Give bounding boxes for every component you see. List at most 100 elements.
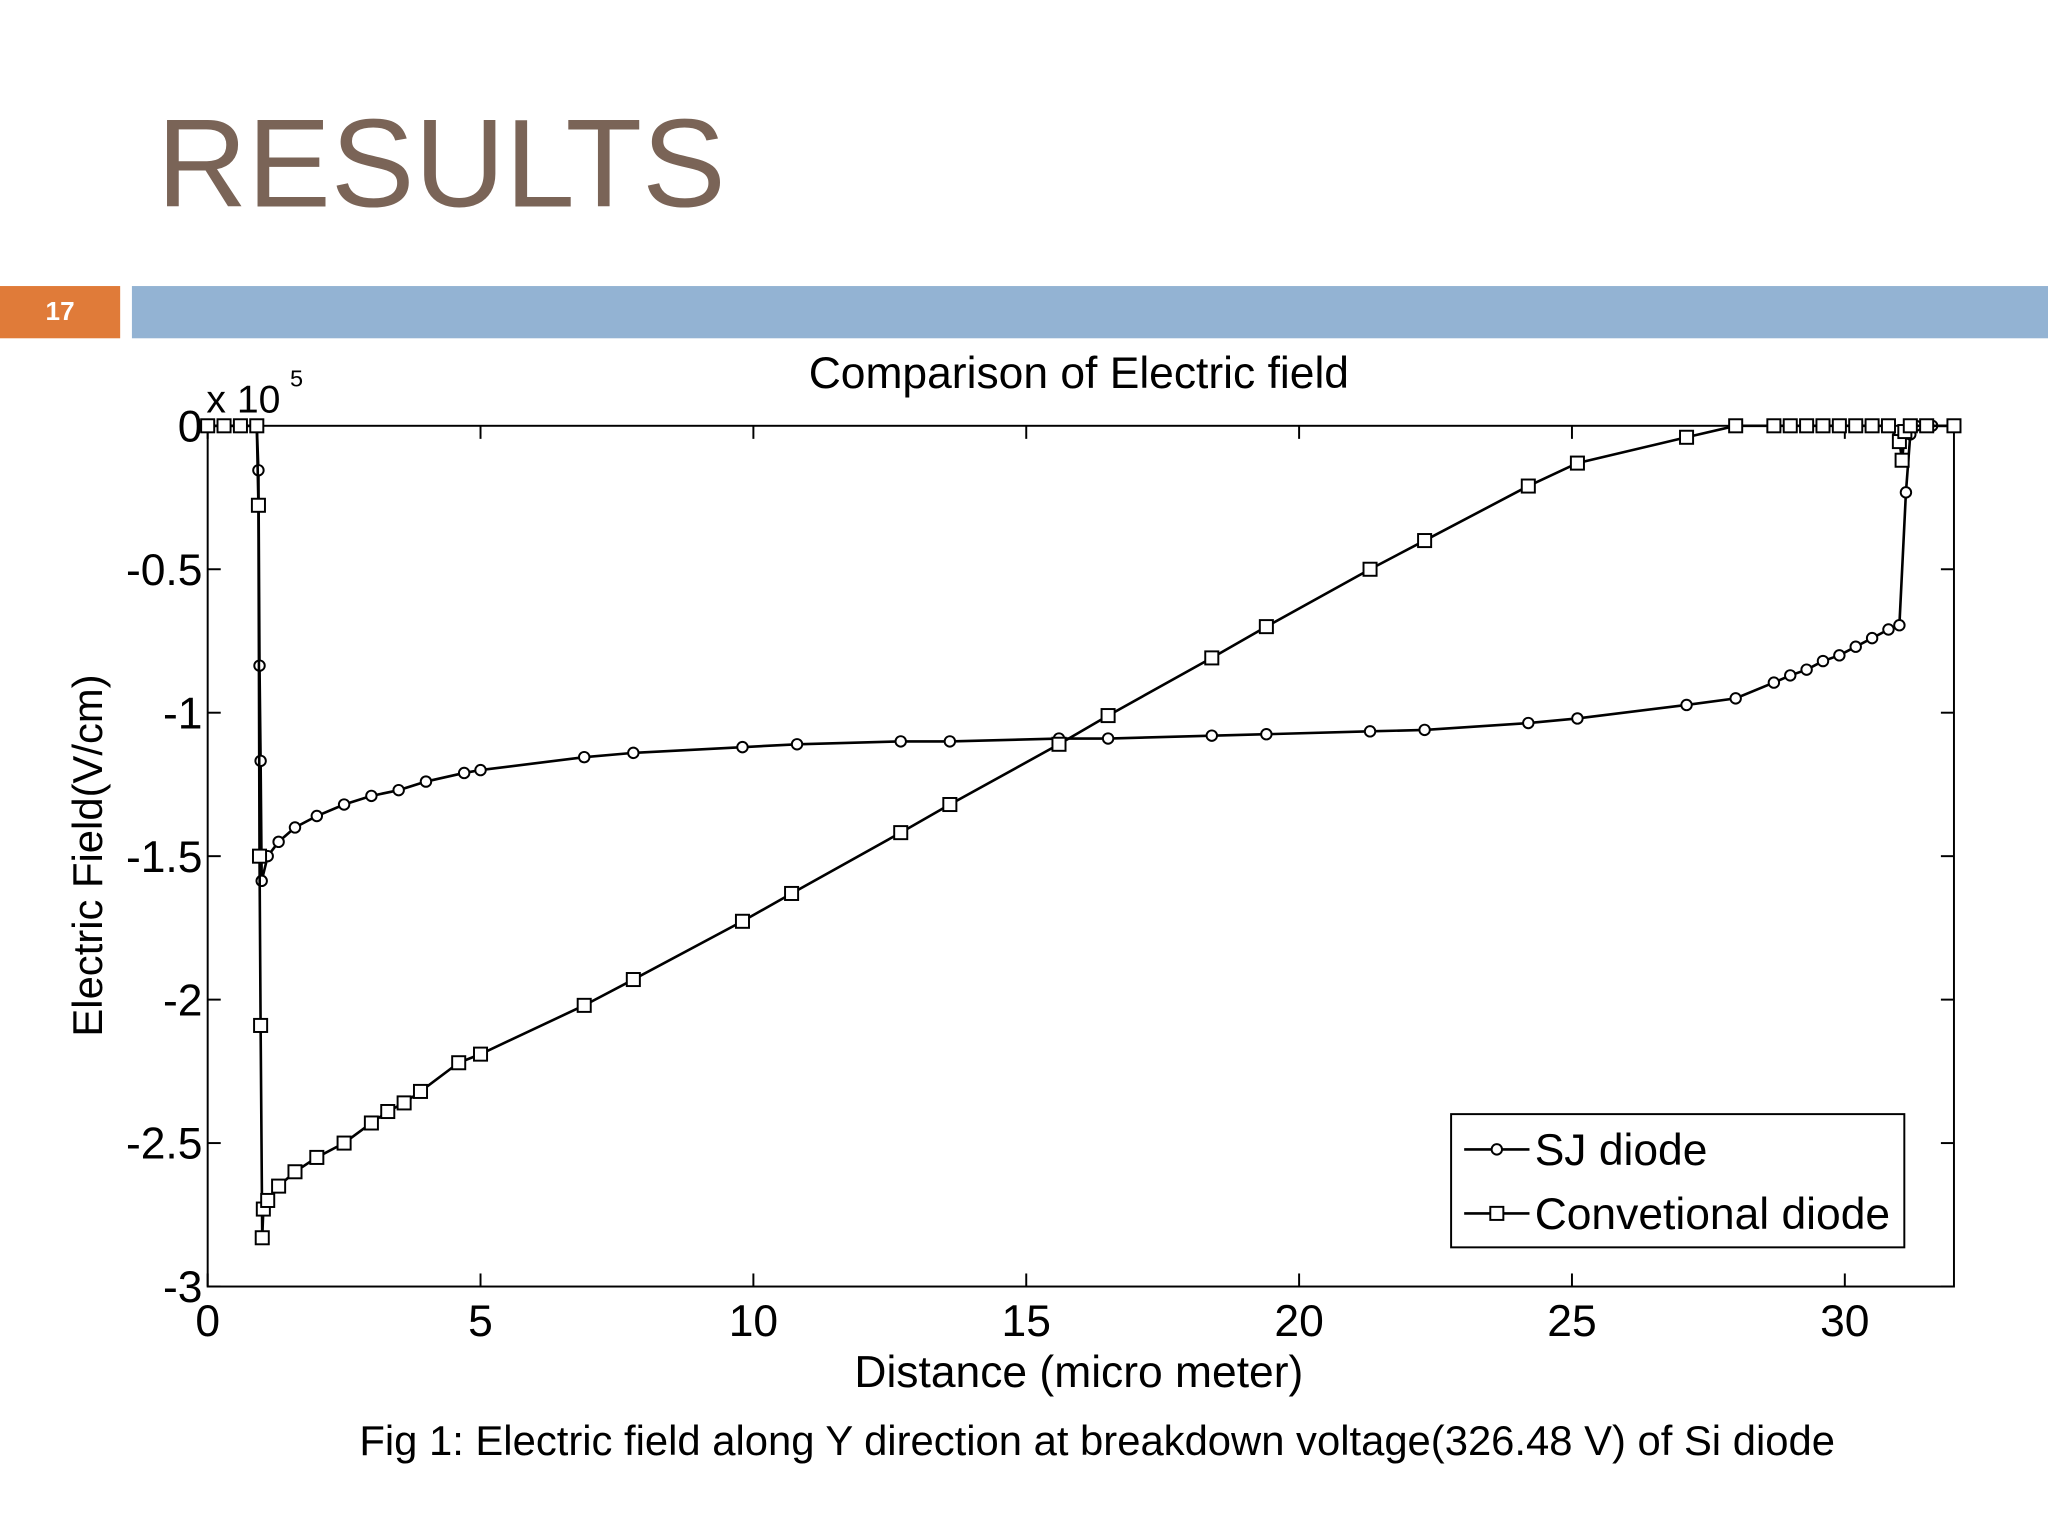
- circle-marker: [1363, 725, 1377, 738]
- circle-marker: [627, 746, 640, 760]
- square-marker: [576, 997, 592, 1013]
- square-marker: [625, 972, 641, 988]
- circle-marker: [1571, 712, 1584, 725]
- circle-marker: [894, 735, 907, 748]
- circle-marker: [272, 835, 285, 849]
- circle-marker: [1800, 663, 1813, 676]
- circle-marker: [255, 874, 268, 888]
- square-marker: [254, 1230, 270, 1246]
- circle-marker: [419, 775, 433, 788]
- circle-marker: [1729, 692, 1742, 705]
- square-marker: [1919, 418, 1935, 434]
- square-marker: [1417, 533, 1433, 549]
- square-marker: [309, 1149, 325, 1165]
- circle-marker: [1205, 729, 1218, 742]
- square-marker: [1815, 418, 1831, 434]
- circle-marker: [1816, 654, 1830, 668]
- slide-title: RESULTS: [157, 92, 726, 233]
- square-marker: [1848, 418, 1864, 434]
- circle-marker: [310, 809, 324, 823]
- circle-marker: [1767, 676, 1781, 689]
- y-tick-label: 0: [178, 402, 203, 451]
- legend-label: SJ diode: [1535, 1126, 1708, 1175]
- x-axis-label: Distance (micro meter): [854, 1348, 1303, 1397]
- square-marker: [473, 1046, 489, 1062]
- legend-box: [1450, 1113, 1906, 1249]
- square-marker: [250, 497, 266, 513]
- page-number: 17: [46, 296, 75, 326]
- circle-marker: [790, 738, 804, 751]
- square-marker: [1100, 708, 1116, 724]
- square-marker: [253, 1017, 269, 1033]
- square-marker: [271, 1178, 287, 1194]
- circle-marker: [1784, 669, 1797, 682]
- y-multiplier-exponent: 5: [290, 366, 303, 392]
- square-marker: [249, 418, 265, 434]
- square-marker: [1569, 455, 1585, 471]
- circle-marker: [288, 821, 302, 834]
- chart-title: Comparison of Electric field: [809, 349, 1349, 398]
- square-marker: [1946, 418, 1962, 434]
- circle-marker: [1882, 623, 1895, 636]
- square-marker: [380, 1104, 396, 1120]
- circle-marker: [474, 763, 487, 777]
- square-marker: [216, 418, 232, 434]
- square-marker: [363, 1115, 379, 1131]
- square-marker: [252, 848, 268, 864]
- square-marker: [1782, 418, 1798, 434]
- circle-marker: [1865, 631, 1879, 645]
- y-tick-label: -2.5: [126, 1120, 202, 1169]
- circle-marker: [254, 754, 267, 768]
- square-marker: [1902, 418, 1918, 434]
- circle-marker: [1899, 486, 1913, 499]
- page-number-box: [0, 286, 121, 339]
- square-marker: [784, 885, 800, 901]
- legend-marker: [1490, 1143, 1504, 1156]
- square-marker: [734, 913, 750, 929]
- square-marker: [396, 1095, 412, 1111]
- square-marker: [260, 1192, 276, 1208]
- circle-marker: [365, 789, 378, 803]
- square-marker: [287, 1164, 303, 1180]
- square-marker: [451, 1055, 467, 1071]
- circle-marker: [1101, 732, 1115, 745]
- y-tick-label: -1.5: [126, 833, 202, 882]
- square-marker: [1766, 418, 1782, 434]
- square-marker: [942, 797, 958, 813]
- square-marker: [1831, 418, 1847, 434]
- x-tick-label: 20: [1274, 1297, 1323, 1346]
- square-marker: [1204, 650, 1220, 666]
- header-bar: [131, 286, 2048, 339]
- square-marker: [1894, 452, 1910, 468]
- legend-marker: [1489, 1205, 1505, 1221]
- y-tick-label: -3: [163, 1263, 202, 1312]
- circle-marker: [1260, 728, 1273, 741]
- circle-marker: [578, 750, 591, 764]
- square-marker: [232, 418, 248, 434]
- square-marker: [336, 1135, 352, 1151]
- circle-marker: [736, 740, 749, 754]
- series-line: [207, 424, 1954, 882]
- y-tick-label: -1: [163, 689, 202, 738]
- x-tick-label: 5: [468, 1297, 493, 1346]
- x-tick-label: 10: [729, 1297, 778, 1346]
- circle-marker: [1522, 716, 1535, 730]
- x-tick-label: 0: [195, 1297, 220, 1346]
- square-marker: [1728, 418, 1744, 434]
- circle-marker: [1849, 640, 1862, 653]
- circle-marker: [457, 766, 471, 780]
- y-multiplier: x 10: [206, 379, 280, 422]
- x-tick-label: 30: [1820, 1297, 1869, 1346]
- y-tick-label: -2: [163, 976, 202, 1025]
- circle-marker: [392, 783, 405, 797]
- y-axis-label: Electric Field(V/cm): [64, 674, 111, 1036]
- circle-marker: [1893, 618, 1906, 632]
- x-tick-label: 25: [1547, 1297, 1596, 1346]
- square-marker: [893, 825, 909, 841]
- square-marker: [1799, 418, 1815, 434]
- square-marker: [200, 418, 216, 434]
- square-marker: [1864, 418, 1880, 434]
- square-marker: [1679, 429, 1695, 445]
- square-marker: [412, 1083, 429, 1099]
